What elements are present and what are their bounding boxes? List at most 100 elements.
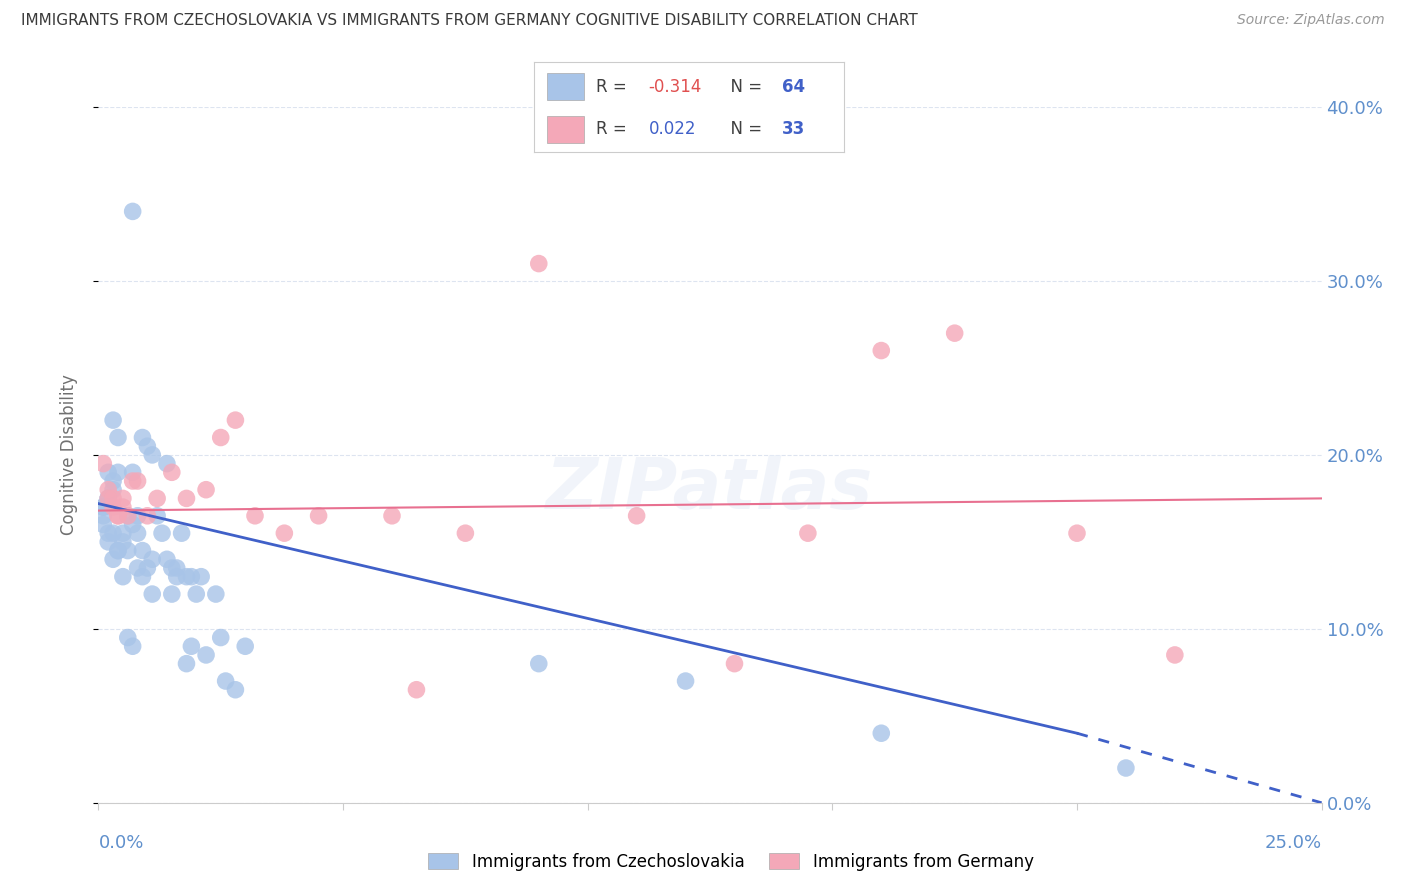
Point	[870, 343, 893, 358]
Point	[381, 508, 404, 523]
Point	[101, 491, 124, 506]
Point	[146, 508, 169, 523]
Point	[111, 491, 134, 506]
Point	[209, 631, 232, 645]
Point	[91, 457, 114, 471]
Point	[243, 508, 266, 523]
Point	[121, 517, 143, 532]
Text: IMMIGRANTS FROM CZECHOSLOVAKIA VS IMMIGRANTS FROM GERMANY COGNITIVE DISABILITY C: IMMIGRANTS FROM CZECHOSLOVAKIA VS IMMIGR…	[21, 13, 918, 29]
Point	[675, 674, 697, 689]
FancyBboxPatch shape	[547, 73, 583, 100]
Text: 64: 64	[782, 78, 804, 95]
Text: 25.0%: 25.0%	[1264, 834, 1322, 852]
Text: 0.0%: 0.0%	[98, 834, 143, 852]
Point	[160, 561, 183, 575]
Point	[1164, 648, 1187, 662]
Point	[131, 570, 153, 584]
Point	[127, 474, 149, 488]
Point	[107, 508, 129, 523]
Point	[121, 466, 143, 480]
Point	[91, 508, 114, 523]
Point	[166, 561, 188, 575]
Point	[626, 508, 648, 523]
Point	[117, 631, 139, 645]
Point	[214, 674, 236, 689]
Point	[195, 483, 218, 497]
Point	[156, 457, 179, 471]
Point	[97, 526, 120, 541]
Point	[117, 508, 139, 523]
Point	[176, 570, 198, 584]
Point	[166, 570, 188, 584]
Point	[91, 517, 114, 532]
Point	[131, 543, 153, 558]
Point	[121, 474, 143, 488]
Point	[107, 543, 129, 558]
Point	[527, 657, 550, 671]
Point	[121, 639, 143, 653]
Point	[870, 726, 893, 740]
Y-axis label: Cognitive Disability: Cognitive Disability	[59, 375, 77, 535]
Point	[797, 526, 820, 541]
Point	[943, 326, 966, 340]
Point	[127, 508, 149, 523]
Point	[180, 570, 202, 584]
Point	[150, 526, 173, 541]
Text: 0.022: 0.022	[648, 120, 696, 138]
Text: 33: 33	[782, 120, 806, 138]
Point	[101, 413, 124, 427]
Point	[97, 491, 120, 506]
Point	[405, 682, 427, 697]
Point	[136, 508, 159, 523]
Point	[127, 561, 149, 575]
Point	[156, 552, 179, 566]
Point	[117, 543, 139, 558]
Point	[97, 483, 120, 497]
Point	[141, 587, 163, 601]
Point	[180, 639, 202, 653]
Point	[527, 256, 550, 270]
Point	[233, 639, 256, 653]
Point	[101, 483, 124, 497]
Point	[127, 526, 149, 541]
Point	[111, 526, 134, 541]
Point	[186, 587, 208, 601]
Point	[101, 474, 124, 488]
Text: Source: ZipAtlas.com: Source: ZipAtlas.com	[1237, 13, 1385, 28]
Point	[97, 466, 120, 480]
Text: N =: N =	[720, 120, 768, 138]
Point	[111, 570, 134, 584]
Legend: Immigrants from Czechoslovakia, Immigrants from Germany: Immigrants from Czechoslovakia, Immigran…	[420, 845, 1042, 880]
Point	[190, 570, 212, 584]
Point	[160, 587, 183, 601]
Point	[111, 500, 134, 514]
Point	[209, 431, 232, 445]
Point	[107, 431, 129, 445]
Point	[723, 657, 745, 671]
Text: ZIPatlas: ZIPatlas	[547, 455, 873, 524]
Point	[205, 587, 228, 601]
Point	[136, 439, 159, 453]
Point	[141, 552, 163, 566]
Text: -0.314: -0.314	[648, 78, 702, 95]
Point	[97, 491, 120, 506]
FancyBboxPatch shape	[547, 116, 583, 143]
Point	[91, 500, 114, 514]
Point	[121, 204, 143, 219]
Point	[97, 491, 120, 506]
Point	[101, 552, 124, 566]
Point	[107, 543, 129, 558]
Point	[176, 491, 198, 506]
Point	[1066, 526, 1088, 541]
Point	[107, 466, 129, 480]
Text: R =: R =	[596, 78, 633, 95]
Point	[1115, 761, 1137, 775]
Point	[141, 448, 163, 462]
Point	[101, 526, 124, 541]
Point	[101, 500, 124, 514]
Text: R =: R =	[596, 120, 633, 138]
Point	[136, 561, 159, 575]
Point	[273, 526, 295, 541]
Point	[91, 500, 114, 514]
Point	[170, 526, 193, 541]
